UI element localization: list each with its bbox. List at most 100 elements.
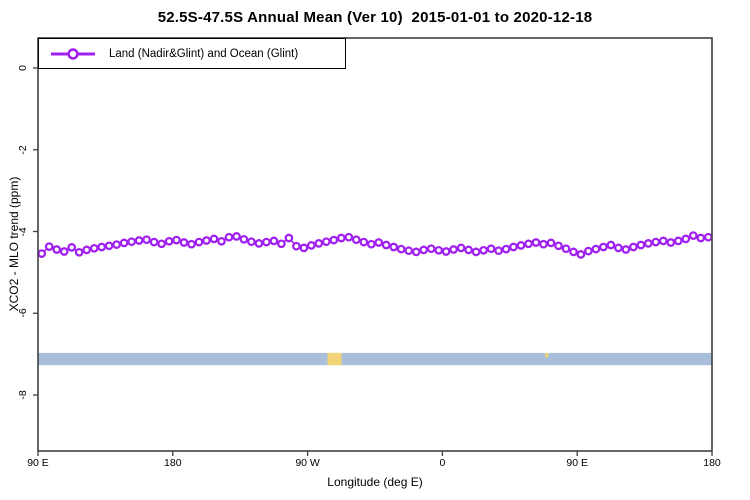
land-band-segment — [545, 352, 549, 358]
series-point — [232, 232, 241, 241]
series-point — [456, 243, 466, 253]
x-tick-label: 180 — [164, 457, 182, 469]
series-point — [59, 247, 69, 256]
series-point — [569, 247, 578, 257]
series-point — [239, 234, 249, 244]
y-tick-label: -4 — [17, 226, 29, 237]
series-point — [306, 241, 316, 250]
ocean-band — [38, 352, 712, 366]
series-point — [546, 238, 556, 248]
plot-border — [37, 37, 713, 452]
x-axis-label: Longitude (deg E) — [327, 475, 423, 489]
legend-point-sample — [67, 47, 79, 60]
series-point — [359, 237, 369, 247]
y-tick-label: -6 — [17, 308, 29, 318]
series-point — [299, 243, 309, 253]
series-point — [531, 238, 541, 247]
series-point — [651, 237, 661, 247]
series-point — [67, 243, 77, 252]
series-point — [703, 232, 713, 242]
series-point — [389, 242, 399, 252]
y-tick-label: -2 — [17, 145, 29, 155]
series-point — [366, 239, 376, 249]
x-tick-label: 90 E — [27, 457, 49, 469]
series-point — [479, 245, 488, 255]
land-band-segment — [327, 352, 342, 366]
series-point — [254, 239, 264, 248]
series-point — [269, 236, 279, 246]
series-point — [681, 234, 691, 244]
y-axis-label: XCO2 - MLO trend (ppm) — [7, 176, 21, 312]
series-point — [666, 238, 676, 247]
legend-label: Land (Nadir&Glint) and Ocean (Glint) — [109, 47, 299, 60]
series-point — [179, 238, 189, 247]
series-point — [247, 237, 256, 247]
series-point — [554, 241, 563, 251]
series-point — [37, 249, 47, 258]
series-point — [82, 245, 92, 255]
series-point — [164, 236, 174, 246]
series-point — [149, 237, 159, 247]
series-point — [516, 241, 526, 250]
series-point — [411, 247, 421, 257]
series-point — [329, 235, 339, 245]
series-point — [614, 243, 623, 253]
series-point — [74, 247, 84, 257]
series-point — [501, 244, 511, 254]
series-point — [127, 237, 136, 247]
series-point — [688, 231, 698, 240]
series-point — [187, 239, 196, 249]
series-point — [449, 245, 458, 254]
series-point — [539, 239, 548, 249]
series-point — [524, 239, 533, 249]
series-point — [404, 246, 414, 256]
y-tick-label: -8 — [17, 390, 29, 400]
chart-title: 52.5S-47.5S Annual Mean (Ver 10) 2015-01… — [157, 9, 593, 26]
series-point — [104, 241, 114, 251]
legend-marker — [51, 47, 95, 60]
series-point — [636, 240, 646, 250]
series-point — [471, 247, 481, 257]
series-point — [696, 233, 706, 243]
series-point — [396, 244, 406, 254]
series-point — [321, 237, 331, 247]
series-point — [486, 244, 496, 254]
series-point — [621, 245, 631, 254]
x-tick-label: 90 W — [295, 457, 320, 469]
series-point — [336, 233, 346, 243]
series-point — [224, 232, 234, 242]
series-point — [374, 238, 384, 247]
series-point — [172, 235, 181, 245]
series-point — [673, 236, 683, 246]
x-tick-label: 90 E — [566, 457, 588, 469]
series-point — [277, 239, 286, 249]
series-point — [426, 244, 436, 254]
series-point — [202, 236, 211, 245]
series-point — [344, 232, 354, 242]
series-point — [434, 245, 444, 255]
series-point — [658, 236, 668, 246]
series-point — [112, 240, 121, 249]
series-point — [44, 242, 54, 251]
series-point — [494, 246, 503, 256]
series-point — [584, 246, 593, 256]
series-point — [441, 247, 451, 256]
series-point — [89, 243, 99, 253]
series-point — [351, 235, 361, 245]
series-point — [643, 239, 653, 248]
x-tick-label: 0 — [439, 457, 446, 469]
series-point — [119, 238, 129, 248]
series-point — [629, 242, 638, 252]
series-point — [599, 242, 608, 252]
series-point — [262, 237, 271, 247]
series-point — [217, 236, 226, 246]
x-tick-label: 180 — [703, 457, 721, 469]
series-point — [509, 242, 518, 252]
series-point — [464, 245, 473, 255]
series-point — [284, 233, 294, 243]
series-point — [134, 236, 144, 245]
series-point — [381, 240, 391, 250]
series-point — [97, 242, 107, 252]
series-point — [52, 245, 62, 254]
series-point — [561, 244, 571, 254]
